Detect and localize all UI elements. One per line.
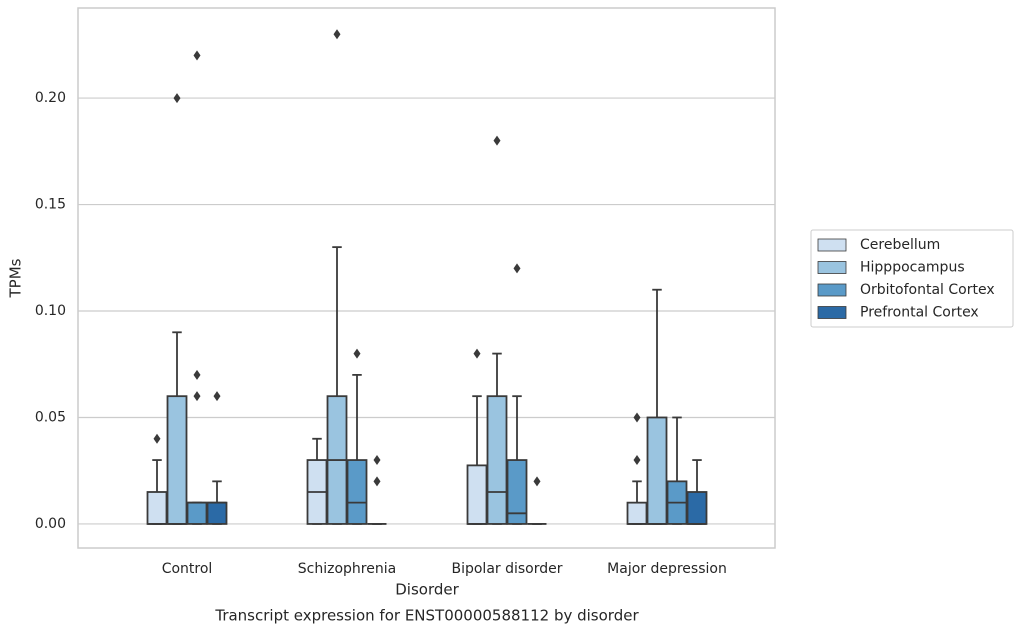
y-tick-label: 0.15 [35, 197, 66, 213]
box [466, 464, 488, 525]
legend-swatch [817, 283, 847, 297]
outlier [373, 476, 381, 487]
outlier [513, 263, 521, 274]
box [486, 395, 508, 525]
legend-swatch [817, 306, 847, 319]
outlier [153, 433, 161, 444]
box [146, 491, 168, 525]
outlier [193, 391, 201, 402]
x-tick-label: Schizophrenia [298, 561, 396, 577]
outlier [633, 455, 641, 466]
chart-title: Transcript expression for ENST0000058811… [214, 607, 639, 625]
outlier [193, 50, 201, 61]
y-axis-label: TPMs [7, 258, 25, 298]
outlier [373, 455, 381, 466]
y-tick-label: 0.10 [35, 303, 66, 319]
box [646, 416, 668, 525]
y-tick-label: 0.20 [35, 90, 66, 106]
legend [810, 229, 1014, 328]
box [626, 501, 648, 525]
outlier [213, 391, 221, 402]
legend-label: Hipppocampus [860, 260, 965, 276]
legend-label: Prefrontal Cortex [860, 305, 979, 321]
box [506, 459, 528, 525]
box [686, 491, 708, 525]
legend-swatch [817, 261, 847, 274]
x-tick-label: Control [162, 561, 213, 577]
x-tick-label: Major depression [607, 561, 727, 577]
box [186, 501, 208, 525]
outlier [633, 412, 641, 423]
box [206, 501, 228, 525]
outlier [333, 29, 341, 40]
box [166, 395, 188, 525]
outlier [173, 93, 181, 104]
outlier [533, 476, 541, 487]
box [346, 459, 368, 525]
legend-label: Cerebellum [860, 237, 940, 253]
y-tick-label: 0.00 [35, 516, 66, 532]
outlier [473, 348, 481, 359]
x-tick-label: Bipolar disorder [451, 561, 562, 577]
outlier [493, 135, 501, 146]
legend-label: Orbitofontal Cortex [860, 282, 995, 298]
outlier [353, 348, 361, 359]
outlier [193, 369, 201, 380]
legend-swatch [817, 238, 847, 252]
y-tick-label: 0.05 [35, 409, 66, 425]
x-axis-label: Disorder [395, 581, 459, 599]
